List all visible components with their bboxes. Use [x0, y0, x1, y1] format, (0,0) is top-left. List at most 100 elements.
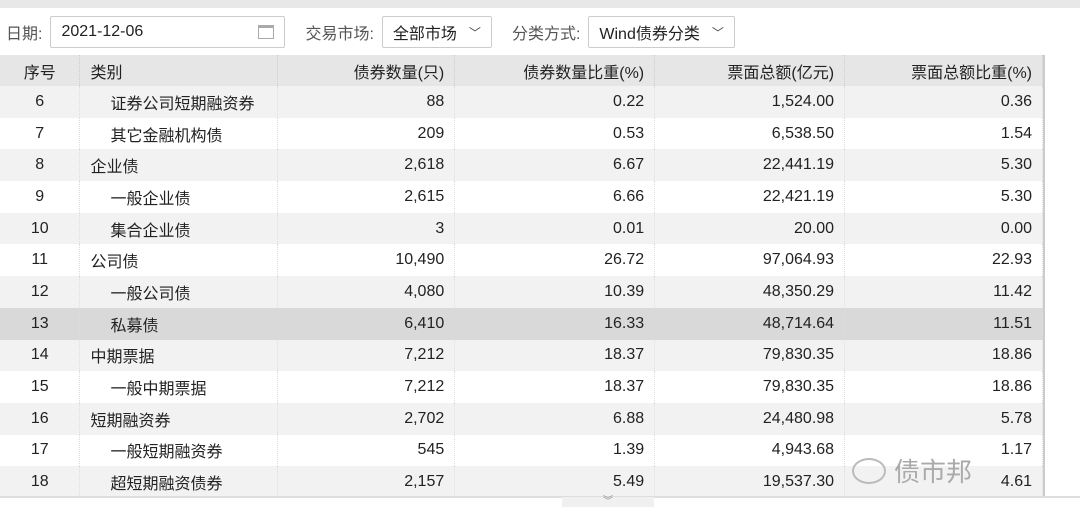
calendar-icon[interactable] — [258, 25, 275, 39]
column-header[interactable]: 类别 — [79, 55, 279, 86]
table-cell: 12 — [0, 276, 81, 308]
table-cell: 18.86 — [844, 339, 1043, 372]
table-cell: 一般公司债 — [79, 276, 279, 308]
table-cell: 24,480.98 — [654, 402, 846, 435]
wechat-icon — [852, 457, 886, 484]
table-row[interactable]: 16 短期融资券 2,702 6.88 24,480.98 5.78 — [0, 402, 1043, 435]
table-cell: 0.00 — [844, 212, 1043, 245]
table-cell: 证券公司短期融资券 — [79, 86, 279, 118]
table-cell: 9 — [0, 181, 81, 213]
table-cell: 4,080 — [277, 276, 456, 308]
market-value: 全部市场 — [392, 26, 457, 43]
table-cell: 集合企业债 — [79, 212, 279, 245]
table-cell: 48,714.64 — [654, 307, 846, 340]
table-cell: 209 — [277, 117, 456, 150]
table-cell: 4,943.68 — [654, 434, 846, 467]
table-cell: 1.39 — [454, 434, 656, 467]
expand-down-icon[interactable]: ︾ — [562, 497, 654, 507]
table-cell: 22.93 — [844, 244, 1043, 277]
table-cell: 其它金融机构债 — [79, 117, 279, 150]
date-picker[interactable]: 2021-12-06 — [50, 16, 286, 48]
table-cell: 10 — [0, 212, 81, 245]
table-cell: 5.30 — [844, 149, 1043, 182]
table-cell: 18 — [0, 466, 81, 498]
table-cell: 13 — [0, 307, 81, 340]
table-cell: 11.51 — [844, 307, 1043, 340]
table-cell: 中期票据 — [79, 339, 279, 372]
table-cell: 14 — [0, 339, 81, 372]
market-select[interactable]: 全部市场 ﹀ — [381, 16, 492, 48]
class-label: 分类方式: — [511, 26, 581, 43]
table-bottom-border — [0, 496, 1080, 498]
table-cell: 15 — [0, 371, 81, 403]
table-cell: 18.37 — [454, 339, 656, 372]
table-cell: 7,212 — [277, 339, 456, 372]
table-cell: 10.39 — [454, 276, 656, 308]
table-cell: 私募债 — [79, 307, 279, 340]
table-row[interactable]: 13 私募债 6,410 16.33 48,714.64 11.51 — [0, 307, 1043, 340]
column-header[interactable]: 票面总额比重(%) — [844, 55, 1043, 86]
table-cell: 79,830.35 — [654, 339, 846, 372]
table-cell: 一般短期融资券 — [79, 434, 279, 467]
table-cell: 88 — [277, 86, 456, 118]
table-cell: 3 — [277, 212, 456, 245]
table-row[interactable]: 10 集合企业债 3 0.01 20.00 0.00 — [0, 212, 1043, 245]
table-cell: 17 — [0, 434, 81, 467]
table-cell: 2,702 — [277, 402, 456, 435]
market-label: 交易市场: — [305, 26, 374, 43]
table-cell: 7,212 — [277, 371, 456, 403]
watermark-text: 债市邦 — [894, 457, 973, 487]
table-cell: 11 — [0, 244, 81, 277]
column-header[interactable]: 序号 — [0, 55, 81, 86]
table-cell: 19,537.30 — [654, 466, 846, 498]
table-cell: 5.30 — [844, 181, 1043, 213]
chevron-down-icon: ﹀ — [711, 25, 724, 40]
table-cell: 0.53 — [454, 117, 656, 150]
class-select[interactable]: Wind债券分类 ﹀ — [588, 16, 735, 48]
table-cell: 6,410 — [277, 307, 456, 340]
watermark: 债市邦 — [852, 452, 972, 489]
table-cell: 5.49 — [454, 466, 656, 498]
table-row[interactable]: 17 一般短期融资券 545 1.39 4,943.68 1.17 — [0, 434, 1043, 467]
table-row[interactable]: 7 其它金融机构债 209 0.53 6,538.50 1.54 — [0, 117, 1043, 150]
date-value: 2021-12-06 — [61, 23, 144, 40]
table-cell: 一般企业债 — [79, 181, 279, 213]
table-cell: 2,618 — [277, 149, 456, 182]
table-row[interactable]: 12 一般公司债 4,080 10.39 48,350.29 11.42 — [0, 276, 1043, 308]
table-cell: 2,615 — [277, 181, 456, 213]
column-header[interactable]: 债券数量(只) — [277, 55, 456, 86]
table-cell: 6.66 — [454, 181, 656, 213]
table-row[interactable]: 8 企业债 2,618 6.67 22,441.19 5.30 — [0, 149, 1043, 182]
table-cell: 18.86 — [844, 371, 1043, 403]
table-cell: 0.36 — [844, 86, 1043, 118]
table-row[interactable]: 9 一般企业债 2,615 6.66 22,421.19 5.30 — [0, 181, 1043, 213]
table-row[interactable]: 14 中期票据 7,212 18.37 79,830.35 18.86 — [0, 339, 1043, 372]
table-cell: 2,157 — [277, 466, 456, 498]
table-cell: 6 — [0, 86, 81, 118]
date-label: 日期: — [6, 26, 43, 43]
class-value: Wind债券分类 — [599, 26, 700, 43]
table-cell: 22,441.19 — [654, 149, 846, 182]
column-header[interactable]: 票面总额(亿元) — [654, 55, 846, 86]
table-row[interactable]: 15 一般中期票据 7,212 18.37 79,830.35 18.86 — [0, 371, 1043, 403]
table-cell: 8 — [0, 149, 81, 182]
table-cell: 26.72 — [454, 244, 656, 277]
table-cell: 7 — [0, 117, 81, 150]
table-cell: 6.88 — [454, 402, 656, 435]
table-row[interactable]: 11 公司债 10,490 26.72 97,064.93 22.93 — [0, 244, 1043, 277]
table-cell: 545 — [277, 434, 456, 467]
table-cell: 5.78 — [844, 402, 1043, 435]
table-cell: 16 — [0, 402, 81, 435]
column-header[interactable]: 债券数量比重(%) — [454, 55, 656, 86]
table-right-border — [1043, 55, 1045, 497]
table-cell: 6.67 — [454, 149, 656, 182]
table-cell: 一般中期票据 — [79, 371, 279, 403]
table-cell: 1,524.00 — [654, 86, 846, 118]
table-cell: 16.33 — [454, 307, 656, 340]
table-cell: 18.37 — [454, 371, 656, 403]
table-cell: 0.22 — [454, 86, 656, 118]
table-cell: 超短期融资债券 — [79, 466, 279, 498]
table-cell: 97,064.93 — [654, 244, 846, 277]
table-row[interactable]: 6 证券公司短期融资券 88 0.22 1,524.00 0.36 — [0, 86, 1043, 118]
